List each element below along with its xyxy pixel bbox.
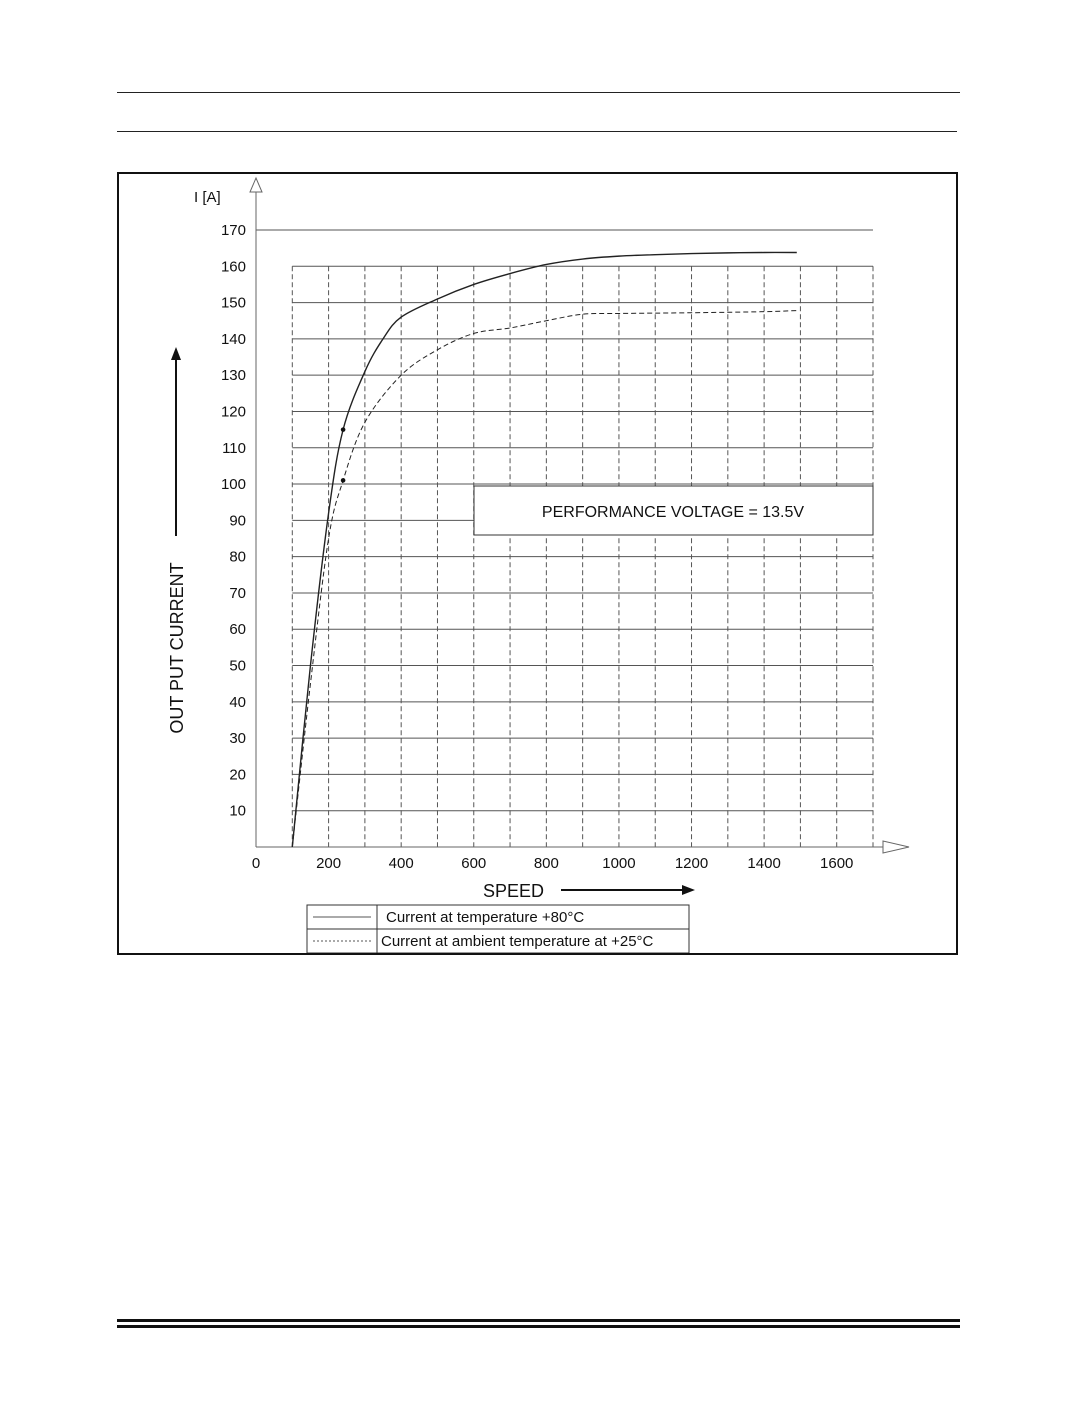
- series-line-1: [291, 310, 797, 848]
- axes: 10 20 30 40 50 60 70 80 90 100 110 120 130 140 150 160 1…: [221, 176, 910, 872]
- y-tick-label-120: 120: [221, 403, 246, 420]
- y-tick-label-50: 50: [229, 658, 246, 675]
- footer-rule-thick-2: [117, 1325, 960, 1328]
- y-tick-label-60: 60: [229, 621, 246, 638]
- x-tick-label-1600: 1600: [820, 855, 853, 872]
- y-tick-label-70: 70: [229, 585, 246, 602]
- chart-frame: 10 20 30 40 50 60 70 80 90 100 110 120 130 140 150 160 1…: [117, 172, 958, 955]
- y-tick-label-100: 100: [221, 476, 246, 493]
- y-tick-label-170: 170: [221, 222, 246, 239]
- y-tick-label-160: 160: [221, 258, 246, 275]
- grid: [256, 229, 874, 847]
- series-1-marker-0: [340, 478, 346, 483]
- x-tick-label-800: 800: [534, 855, 559, 872]
- legend-label-80c: Current at temperature +80°C: [386, 909, 584, 926]
- x-tick-label-1200: 1200: [675, 855, 708, 872]
- x-tick-label-1400: 1400: [747, 855, 780, 872]
- x-axis-arrowhead: [882, 840, 910, 854]
- header-rule-bottom: [117, 131, 957, 132]
- legend-label-25c: Current at ambient temperature at +25°C: [381, 933, 654, 950]
- y-tick-label-130: 130: [221, 367, 246, 384]
- x-axis-arrow: [561, 885, 695, 895]
- annotation-box: PERFORMANCE VOLTAGE = 13.5V: [473, 485, 874, 536]
- y-tick-label-20: 20: [229, 766, 246, 783]
- annotation-text: PERFORMANCE VOLTAGE = 13.5V: [542, 504, 804, 521]
- output-current-chart: 10 20 30 40 50 60 70 80 90 100 110 120 130 140 150 160 1…: [167, 176, 910, 953]
- series-line-0: [291, 251, 797, 848]
- y-tick-label-140: 140: [221, 331, 246, 348]
- header-rule-top: [117, 92, 960, 93]
- x-tick-label-1000: 1000: [602, 855, 635, 872]
- y-axis-arrow: [171, 347, 181, 536]
- y-tick-label-80: 80: [229, 549, 246, 566]
- y-tick-label-30: 30: [229, 730, 246, 747]
- y-tick-label-10: 10: [229, 803, 246, 820]
- y-tick-label-110: 110: [222, 440, 246, 457]
- x-tick-label-600: 600: [461, 855, 486, 872]
- y-unit-label: I [A]: [194, 189, 221, 206]
- series-layer: [291, 251, 797, 848]
- x-axis-label: SPEED: [483, 881, 544, 901]
- y-tick-label-150: 150: [221, 295, 246, 312]
- series-0-marker-0: [340, 427, 346, 432]
- x-tick-label-0: 0: [252, 855, 260, 872]
- y-axis-label: OUT PUT CURRENT: [167, 562, 187, 733]
- y-tick-label-40: 40: [229, 694, 246, 711]
- x-tick-label-400: 400: [389, 855, 414, 872]
- y-axis-arrowhead: [249, 176, 263, 193]
- y-tick-label-90: 90: [229, 512, 246, 529]
- footer-rule-thick: [117, 1319, 960, 1322]
- legend: Current at temperature +80°C Current at …: [306, 904, 690, 953]
- x-tick-label-200: 200: [316, 855, 341, 872]
